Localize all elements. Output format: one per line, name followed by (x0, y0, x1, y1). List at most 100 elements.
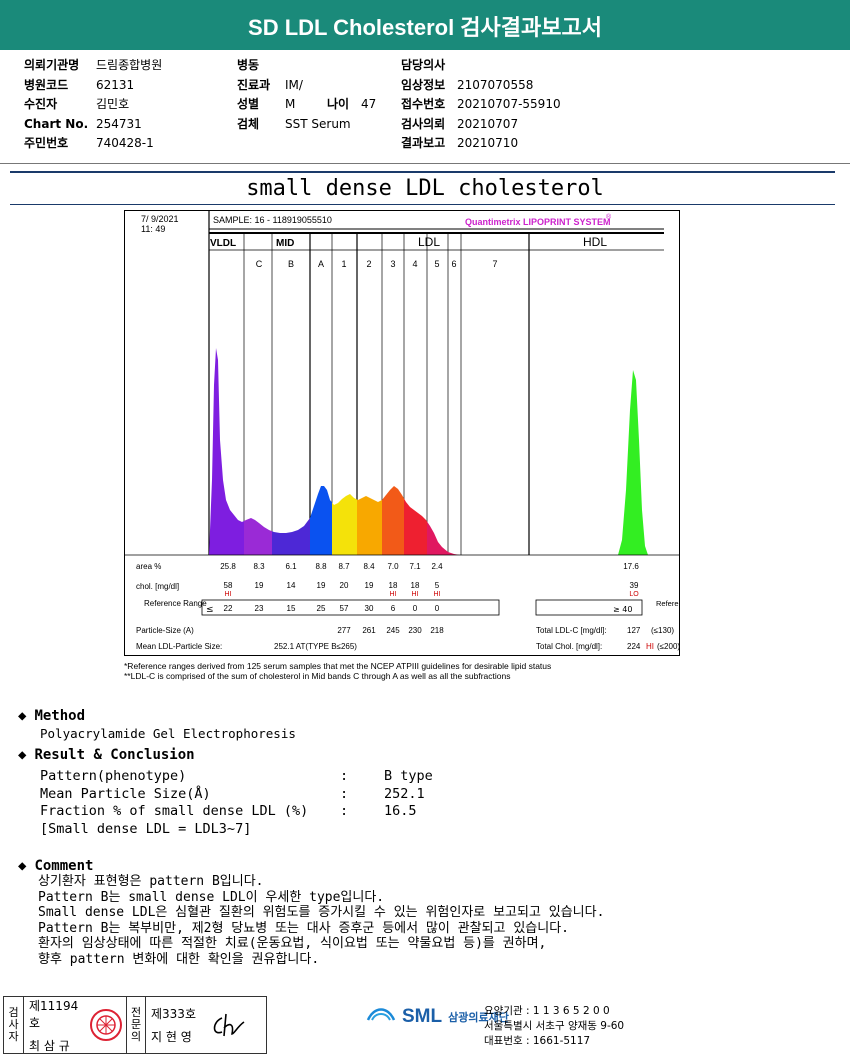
total-ldl-ref: (≤130) (651, 626, 674, 635)
chart-time: 11: 49 (141, 224, 165, 234)
method-text: Polyacrylamide Gel Electrophoresis (40, 726, 296, 741)
diamond-bullet-icon: ◆ (18, 858, 27, 874)
divider (0, 163, 850, 164)
total-chol: 224 (627, 642, 641, 651)
value: SST Serum (285, 116, 351, 131)
band-label: 1 (341, 259, 346, 269)
particle-size-value: 245 (386, 626, 400, 635)
result-row: Mean Particle Size(Å): 252.1 (40, 786, 433, 804)
total-chol-flag: HI (646, 642, 654, 651)
stamp-icon (86, 997, 126, 1053)
fraction-area (357, 496, 382, 555)
group-label-hdl: HDL (583, 235, 607, 249)
result-value: B type (384, 768, 433, 784)
institution-name: 삼광의료재단 (448, 1011, 509, 1024)
value: IM/ (285, 77, 303, 92)
chol-value: 19 (255, 581, 264, 590)
result-colon: : (340, 803, 349, 819)
sml-logo-text: SML (402, 1006, 443, 1027)
value: 김민호 (96, 97, 130, 111)
value: M (285, 97, 296, 111)
comment-heading: Comment (34, 858, 94, 874)
method-heading: Method (34, 708, 86, 724)
result-colon: : (340, 768, 349, 784)
mean-value: 252.1 AT(TYPE B≤265) (274, 642, 357, 651)
fraction-area (244, 518, 272, 555)
chol-value: 58 (224, 581, 233, 590)
mean-label: Mean LDL-Particle Size: (136, 642, 222, 651)
area-pct-value: 8.4 (363, 562, 375, 571)
area-pct-label: area % (136, 562, 161, 571)
reference-box (201, 599, 500, 616)
lipoprotein-profile (209, 348, 648, 555)
chol-label: chol. [mg/dl] (136, 582, 179, 591)
chol-value: 18 (389, 581, 398, 590)
label: 진료과 (237, 77, 271, 92)
chart-system-mark: ® (606, 213, 612, 221)
sml-logo-icon (366, 1008, 396, 1021)
label: 병원코드 (24, 77, 69, 92)
header-col-2: 병동 진료과 IM/ 성별 M 나이 47 검체 SST Serum (237, 56, 376, 134)
hdl-chol: 39 (630, 581, 639, 590)
comment-line: 향후 pattern 변화에 대한 확인을 권유합니다. (38, 951, 320, 967)
band-label: 6 (451, 259, 456, 269)
comment-line: 환자의 임상상태에 따른 적절한 치료(운동요법, 식이요법 또는 약물요법 등… (38, 936, 547, 951)
result-heading: Result & Conclusion (34, 747, 195, 763)
label-char: 사 (8, 1018, 19, 1031)
area-pct-value: 8.8 (315, 562, 327, 571)
fraction-area (382, 486, 404, 555)
label: 담당의사 (401, 58, 446, 72)
label-char: 검 (8, 1006, 19, 1019)
chol-flag: HI (390, 591, 397, 598)
band-label: A (318, 259, 324, 269)
right-reference-label: Reference Range (656, 599, 680, 608)
chol-value: 19 (317, 581, 326, 590)
comment-line: 상기환자 표현형은 pattern B입니다. (38, 874, 264, 889)
label: 성별 (237, 97, 260, 111)
total-chol-label: Total Chol. [mg/dl]: (536, 642, 602, 651)
total-chol-ref: (≤200) (657, 642, 680, 651)
group-label-ldl: LDL (418, 235, 440, 249)
label: 주민번호 (24, 136, 69, 150)
chol-value: 18 (411, 581, 420, 590)
institution-line: 요양기관 : 1 1 3 6 5 2 0 0 (484, 1005, 610, 1017)
chart-date: 7/ 9/2021 (141, 214, 179, 224)
reference-value: 15 (287, 604, 296, 613)
band-label: 3 (390, 259, 395, 269)
comment-section: ◆ Comment 상기환자 표현형은 pattern B입니다. Pattern… (18, 858, 604, 967)
tester-name: 최 삼 규 (29, 1038, 70, 1053)
area-pct-value: 7.0 (387, 562, 399, 571)
divider (10, 171, 835, 173)
result-row: Fraction % of small dense LDL (%): 16.5 (40, 803, 433, 821)
chart-sample: SAMPLE: 16 - 118919055510 (213, 215, 332, 225)
institution-info: 요양기관 : 1 1 3 6 5 2 0 0 서울특별시 서초구 양재동 9-6… (484, 1004, 624, 1049)
fraction-area (448, 552, 461, 555)
method-section: ◆ Method Polyacrylamide Gel Electrophores… (18, 708, 296, 741)
institution-logo: SML 삼광의료재단 (366, 1004, 509, 1030)
label-char: 문 (130, 1018, 142, 1031)
comment-line: Small dense LDL은 심혈관 질환의 위험도를 증가시킬 수 있는 … (38, 905, 605, 920)
fraction-area (404, 498, 427, 555)
document-title: small dense LDL cholesterol (246, 176, 604, 201)
divider (10, 204, 835, 205)
fraction-area (427, 521, 448, 555)
area-pct-value: 25.8 (220, 562, 236, 571)
value: 드림종합병원 (96, 58, 163, 72)
hdl-reference-box (535, 599, 643, 616)
age-value: 47 (361, 97, 377, 111)
chol-flag: HI (225, 591, 232, 598)
fraction-area (332, 494, 357, 555)
area-pct-value: 2.4 (431, 562, 443, 571)
fraction-area (310, 486, 332, 555)
label: 검사의뢰 (401, 116, 446, 131)
diamond-bullet-icon: ◆ (18, 708, 27, 724)
label: 임상정보 (401, 77, 446, 92)
result-note: [Small dense LDL = LDL3~7] (40, 820, 252, 837)
result-label: Pattern(phenotype) (40, 768, 187, 784)
result-label: Fraction % of small dense LDL (%) (40, 803, 309, 819)
value: 62131 (96, 77, 135, 92)
label: 의뢰기관명 (24, 58, 80, 72)
result-value: 16.5 (384, 803, 417, 819)
